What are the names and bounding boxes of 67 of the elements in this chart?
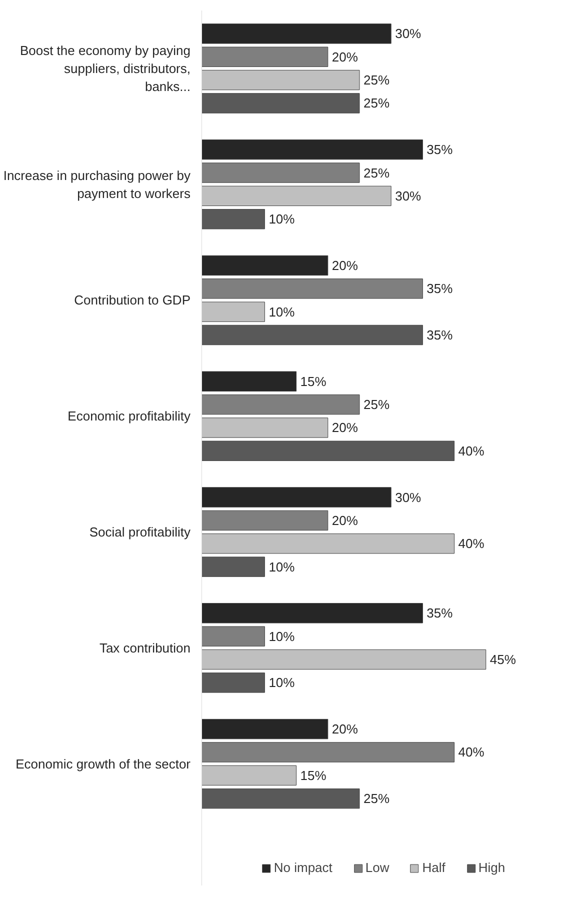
data-label: 10% <box>268 212 296 227</box>
y-tick-label: Economic profitability <box>68 408 191 424</box>
data-label: 15% <box>300 768 327 783</box>
bar <box>202 418 328 438</box>
data-label: 10% <box>268 675 296 690</box>
y-tick-label: Contribution to GDP <box>74 292 191 308</box>
data-label: 20% <box>332 258 358 273</box>
bar <box>202 255 328 276</box>
y-tick-label: Tax contribution <box>99 640 191 656</box>
bar <box>202 510 328 531</box>
bar <box>202 93 360 114</box>
bar <box>202 672 265 693</box>
data-label: 40% <box>458 536 485 552</box>
data-label: 20% <box>332 49 358 64</box>
y-tick-label: Increase in purchasing power by payment to workers <box>3 168 191 201</box>
legend-label: Half <box>422 860 446 875</box>
bar <box>202 302 265 322</box>
data-label: 25% <box>363 397 390 412</box>
data-label: 20% <box>332 722 358 737</box>
bar <box>202 371 297 392</box>
bar <box>202 324 423 346</box>
data-label: 30% <box>395 26 422 42</box>
bar <box>202 440 455 461</box>
data-label: 25% <box>363 72 390 88</box>
bar <box>202 70 360 90</box>
data-label: 20% <box>332 512 358 528</box>
data-label: 35% <box>426 606 454 621</box>
legend-label: Low <box>365 860 390 875</box>
bar <box>202 139 423 160</box>
data-label: 30% <box>395 188 422 204</box>
data-label: 40% <box>458 744 485 760</box>
bar <box>202 718 328 740</box>
data-label: 35% <box>426 142 454 158</box>
bar <box>202 24 392 44</box>
bar <box>202 278 423 299</box>
data-label: 10% <box>268 628 296 644</box>
bar <box>202 556 265 577</box>
bar <box>202 788 360 809</box>
bar <box>202 742 455 762</box>
bar <box>202 186 392 206</box>
data-label: 25% <box>363 791 390 806</box>
bar <box>202 46 328 67</box>
data-label: 25% <box>363 165 390 180</box>
bar <box>202 765 297 786</box>
data-label: 15% <box>300 374 327 389</box>
data-label: 25% <box>363 96 390 111</box>
data-label: 10% <box>268 559 296 574</box>
data-label: 35% <box>426 281 454 296</box>
y-tick-label: Boost the economy by paying suppliers, distributors, banks... <box>20 42 191 94</box>
bar <box>202 626 265 646</box>
data-label: 45% <box>490 652 516 668</box>
legend-label: No impact <box>274 860 332 875</box>
bar <box>202 534 455 554</box>
data-label: 40% <box>458 443 485 458</box>
y-tick-label: Economic growth of the sector <box>16 756 192 772</box>
legend-label: High <box>478 860 506 875</box>
data-label: 10% <box>268 304 296 320</box>
bar <box>202 209 265 230</box>
bar <box>202 603 423 624</box>
bar <box>202 649 486 670</box>
bar <box>202 487 392 508</box>
y-tick-label: Social profitability <box>89 524 191 540</box>
data-label: 35% <box>426 328 454 343</box>
bar <box>202 394 360 415</box>
data-label: 30% <box>395 490 422 505</box>
bar <box>202 162 360 183</box>
data-label: 20% <box>332 420 358 436</box>
